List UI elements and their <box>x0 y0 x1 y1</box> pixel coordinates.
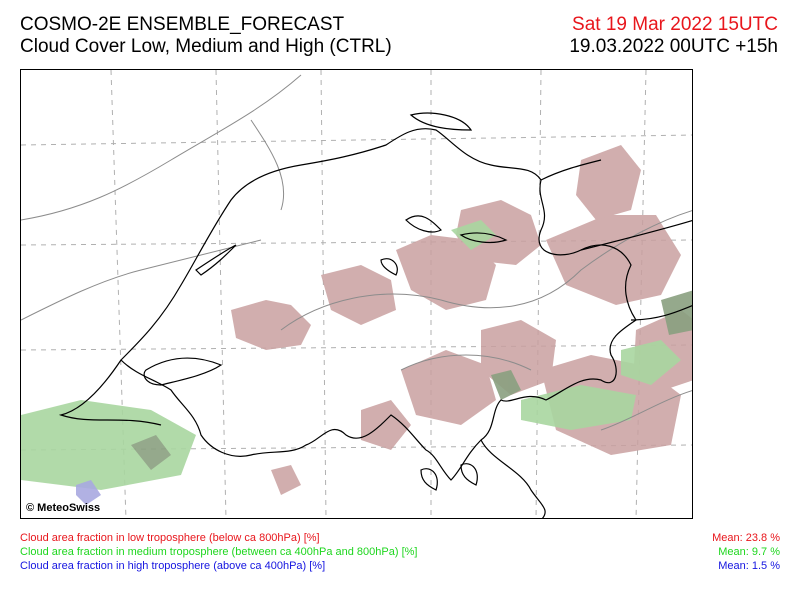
product-title: Cloud Cover Low, Medium and High (CTRL) <box>20 36 392 57</box>
forecast-map: © MeteoSwiss <box>20 69 693 519</box>
legend-row-high: Cloud area fraction in high troposphere … <box>20 559 780 573</box>
model-title: COSMO-2E ENSEMBLE_FORECAST <box>20 14 345 35</box>
valid-time: Sat 19 Mar 2022 15UTC <box>572 14 778 35</box>
copyright-label: © MeteoSwiss <box>26 502 101 514</box>
map-canvas <box>21 70 692 518</box>
legend-mean-high: Mean: 1.5 % <box>718 560 780 572</box>
low-cloud-field <box>231 145 692 495</box>
legend-label-medium: Cloud area fraction in medium tropospher… <box>20 546 418 558</box>
legend: Cloud area fraction in low troposphere (… <box>20 531 780 573</box>
legend-label-high: Cloud area fraction in high troposphere … <box>20 560 326 572</box>
legend-row-low: Cloud area fraction in low troposphere (… <box>20 531 780 545</box>
legend-label-low: Cloud area fraction in low troposphere (… <box>20 532 320 544</box>
run-time: 19.03.2022 00UTC +15h <box>569 36 778 57</box>
legend-row-medium: Cloud area fraction in medium tropospher… <box>20 545 780 559</box>
legend-mean-low: Mean: 23.8 % <box>712 532 780 544</box>
high-cloud-field <box>76 480 101 505</box>
legend-mean-medium: Mean: 9.7 % <box>718 546 780 558</box>
title-block: COSMO-2E ENSEMBLE_FORECAST Cloud Cover L… <box>20 14 392 58</box>
relief-lines <box>21 74 692 431</box>
borders <box>58 112 692 518</box>
time-block: Sat 19 Mar 2022 15UTC 19.03.2022 00UTC +… <box>569 14 778 58</box>
